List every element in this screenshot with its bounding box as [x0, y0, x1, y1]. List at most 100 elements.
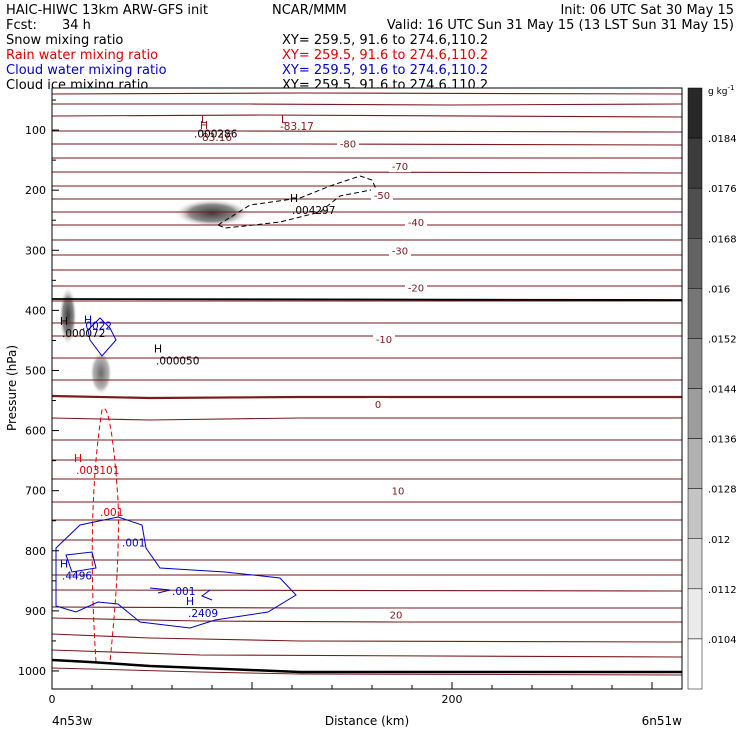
colorbar-swatch: [687, 588, 703, 640]
colorbar-swatch: [687, 87, 703, 139]
colorbar-label: .0184: [708, 134, 737, 145]
extremum-marker: H: [200, 119, 208, 132]
colorbar-label: .0104: [708, 635, 737, 646]
x-tick-label: 200: [442, 693, 463, 706]
forecast-label: Fcst:: [6, 18, 37, 33]
extremum-value: .000072: [62, 328, 105, 340]
colorbar-label: .0128: [708, 485, 737, 496]
extremum-value: .001: [172, 586, 195, 598]
freezing-level-line: [52, 394, 682, 400]
colorbar-swatch: [687, 338, 703, 389]
plot-frame: [51, 87, 683, 690]
contour-annotations: L LH83.16-83.17.000286H.004297H.000072H.0…: [60, 113, 336, 620]
cloud-water-contour-hook: [200, 589, 213, 601]
isotherm-label-bg: [385, 608, 407, 621]
colorbar-label: .0112: [708, 585, 737, 596]
field-name-cloud-water: Cloud water mixing ratio: [6, 63, 167, 78]
isotherm-label: 10: [392, 487, 405, 498]
field-xy-snow: XY= 259.5, 91.6 to 274.6,110.2: [282, 33, 488, 48]
isotherm-label: -20: [408, 284, 424, 295]
isotherm-label: -50: [374, 191, 390, 202]
y-tick-label: 900: [25, 605, 46, 618]
y-tick-label: 800: [25, 545, 46, 558]
isotherm-label-bg: [387, 484, 409, 497]
field-name-snow: Snow mixing ratio: [6, 33, 123, 48]
colorbar-unit: g kg-1: [708, 84, 734, 97]
isotherm-label: 20: [390, 610, 403, 621]
colorbar-swatch: [687, 238, 703, 289]
extremum-marker: L: [281, 113, 288, 126]
isotherm-thick-300: [52, 298, 682, 301]
colorbar-label: .0144: [708, 385, 737, 396]
extremum-marker: H: [60, 558, 68, 571]
field-xy-cloud-water: XY= 259.5, 91.6 to 274.6,110.2: [282, 63, 488, 78]
snow-shade-mid: [90, 351, 112, 395]
extremum-value: .001: [100, 507, 123, 519]
y-tick-label: 400: [25, 304, 46, 317]
extremum-value: .001: [122, 538, 145, 550]
colorbar-swatch: [687, 538, 703, 590]
extremum-marker: H: [290, 192, 298, 205]
extremum-marker: H: [84, 314, 92, 327]
endpoint-right: 6n51w: [642, 714, 683, 728]
plot-background: [52, 88, 682, 689]
isotherm-label: -40: [408, 218, 424, 229]
x-tick-label: 0: [49, 693, 56, 706]
y-tick-label: 500: [25, 364, 46, 377]
colorbar-swatch: [687, 488, 703, 539]
figure-title: HAIC-HIWC 13km ARW-GFS init: [6, 3, 208, 18]
colorbar-label: .0176: [708, 184, 737, 195]
organization-label: NCAR/MMM: [272, 3, 347, 18]
isotherm-label-bg: [337, 137, 359, 150]
extremum-value: .004297: [292, 205, 335, 217]
endpoint-left: 4n53w: [52, 714, 93, 728]
isotherm-label: -10: [376, 335, 392, 346]
colorbar-swatch: [687, 137, 703, 189]
cloud-water-contour-upper: [87, 317, 117, 357]
y-tick-label: 700: [25, 485, 46, 498]
colorbar-label: .0136: [708, 435, 737, 446]
colorbar-label: .0152: [708, 334, 737, 345]
isotherm-label-bg: [367, 398, 389, 411]
extremum-marker: H: [60, 315, 68, 328]
colorbar-label: .016: [708, 284, 730, 295]
y-tick-label: 100: [25, 124, 46, 137]
isotherm-label-bg: [405, 216, 427, 229]
isotherm-label: -70: [392, 162, 408, 173]
init-time: Init: 06 UTC Sat 30 May 15: [560, 3, 734, 18]
isotherm-lines: [52, 92, 682, 658]
cloud-water-contour-small: [65, 551, 97, 573]
colorbar-swatch: [687, 187, 703, 239]
extremum-value: .000286: [194, 128, 238, 140]
extremum-value: .000050: [156, 355, 199, 367]
x-axis: 0 200: [49, 682, 653, 706]
extremum-value: 83.16: [202, 132, 232, 144]
y-tick-label: 300: [25, 244, 46, 257]
valid-time: Valid: 16 UTC Sun 31 May 15 (13 LST Sun …: [387, 18, 734, 33]
y-axis-label: Pressure (hPa): [5, 345, 19, 431]
y-tick-label: 1000: [18, 665, 46, 678]
extremum-marker: H: [186, 595, 194, 608]
colorbar-swatch: [687, 638, 703, 690]
colorbar-swatch: [687, 388, 703, 439]
y-tick-label: 600: [25, 425, 46, 438]
field-name-rain: Rain water mixing ratio: [6, 48, 158, 63]
isotherm-label-bg: [371, 188, 393, 201]
snow-shade-upper: [174, 199, 250, 227]
header: HAIC-HIWC 13km ARW-GFS init NCAR/MMM Ini…: [6, 3, 734, 93]
isotherm-label-bg: [373, 333, 395, 346]
isotherm-label: 0: [375, 400, 381, 411]
colorbar-swatch: [687, 288, 703, 339]
field-xy-rain: XY= 259.5, 91.6 to 274.6,110.2: [282, 48, 488, 63]
colorbar-label: .012: [708, 535, 730, 546]
x-axis-label: Distance (km): [325, 714, 409, 728]
forecast-hours: 34 h: [62, 18, 91, 33]
y-axis: 100 200 300 400 500 600 700 800 900 1000: [18, 99, 59, 678]
cloud-ice-contour: [216, 175, 377, 229]
isotherm-label-bg: [389, 244, 411, 257]
isotherm-label: -30: [392, 246, 408, 257]
rain-water-contour: [91, 407, 119, 663]
isotherm-label-bg: [389, 160, 411, 173]
y-tick-label: 200: [25, 184, 46, 197]
